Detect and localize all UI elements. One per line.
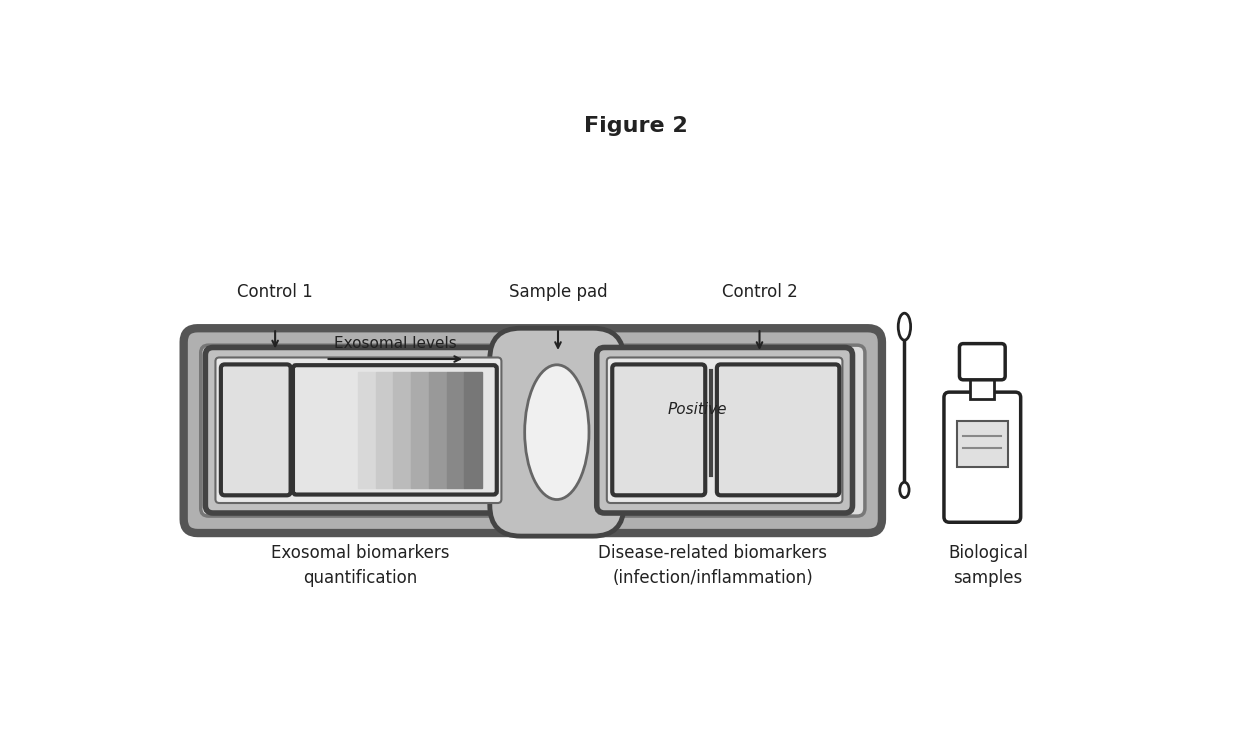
- Ellipse shape: [900, 482, 909, 498]
- Bar: [412, 372, 429, 488]
- Bar: [358, 372, 376, 488]
- Text: Exosomal levels: Exosomal levels: [334, 336, 456, 351]
- FancyBboxPatch shape: [216, 357, 501, 503]
- Bar: [971, 374, 994, 399]
- Ellipse shape: [525, 365, 589, 500]
- Bar: [957, 421, 1007, 467]
- Ellipse shape: [898, 313, 910, 340]
- FancyBboxPatch shape: [717, 364, 839, 495]
- Text: Positive: Positive: [668, 401, 727, 416]
- FancyBboxPatch shape: [206, 348, 511, 513]
- FancyBboxPatch shape: [596, 348, 853, 513]
- FancyBboxPatch shape: [293, 366, 497, 495]
- Text: Figure 2: Figure 2: [584, 116, 687, 137]
- FancyBboxPatch shape: [960, 344, 1006, 380]
- Bar: [393, 372, 412, 488]
- FancyBboxPatch shape: [201, 345, 866, 516]
- Text: Biological
samples: Biological samples: [949, 544, 1028, 587]
- FancyBboxPatch shape: [221, 364, 290, 495]
- FancyBboxPatch shape: [184, 328, 882, 533]
- FancyBboxPatch shape: [944, 392, 1021, 522]
- Text: Disease-related biomarkers
(infection/inflammation): Disease-related biomarkers (infection/in…: [599, 544, 827, 587]
- FancyBboxPatch shape: [613, 364, 706, 495]
- Text: Control 2: Control 2: [722, 283, 797, 301]
- Text: Control 1: Control 1: [237, 283, 312, 301]
- Bar: [429, 372, 446, 488]
- Text: Exosomal biomarkers
quantification: Exosomal biomarkers quantification: [272, 544, 450, 587]
- FancyBboxPatch shape: [606, 357, 842, 503]
- Text: Sample pad: Sample pad: [508, 283, 608, 301]
- Bar: [446, 372, 464, 488]
- Bar: [464, 372, 482, 488]
- Bar: [376, 372, 393, 488]
- FancyBboxPatch shape: [490, 328, 624, 536]
